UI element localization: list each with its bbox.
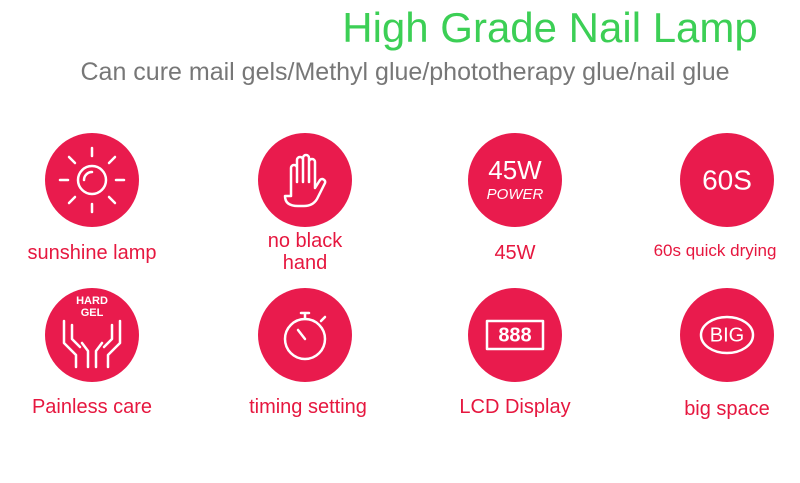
feature-label: 45W (494, 242, 536, 264)
icon-text: HARD (76, 295, 108, 307)
big-icon: BIG (680, 288, 774, 382)
icon-text: 888 (498, 324, 531, 346)
feature-label: 60s quick drying (653, 241, 777, 260)
feature-label: sunshine lamp (27, 242, 157, 264)
feature-label: big space (684, 398, 770, 420)
feature-label: no black hand (267, 230, 343, 274)
stopwatch-icon (258, 288, 352, 382)
feature-label: timing setting (249, 396, 367, 418)
icon-text: BIG (710, 324, 744, 346)
icon-text: POWER (487, 186, 544, 203)
icon-text: GEL (81, 307, 104, 319)
hand-icon (258, 133, 352, 227)
gel-icon: HARD GEL (45, 288, 139, 382)
lcd-icon: 888 (468, 288, 562, 382)
power-icon: 45W POWER (468, 133, 562, 227)
title: High Grade Nail Lamp (342, 4, 758, 51)
icon-text: 60S (702, 164, 752, 195)
feature-label: LCD Display (459, 396, 571, 418)
time-icon: 60S (680, 133, 774, 227)
sun-icon (45, 133, 139, 227)
icon-text: 45W (488, 155, 542, 185)
feature-label: Painless care (31, 396, 153, 418)
subtitle: Can cure mail gels/Methyl glue/photother… (80, 58, 730, 86)
